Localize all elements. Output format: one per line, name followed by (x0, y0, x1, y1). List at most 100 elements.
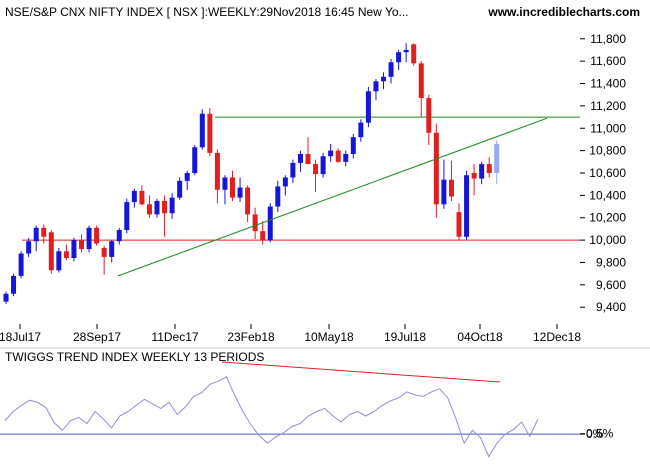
divergence-line (221, 361, 501, 383)
price-tick-label: 10,800 (589, 144, 626, 158)
candle-body (388, 62, 394, 77)
candle-body (282, 177, 288, 187)
indicator-line (4, 376, 539, 458)
candle-body (252, 214, 258, 232)
candle-body (11, 275, 17, 294)
candle-body (275, 186, 281, 207)
price-tick-label: 10,200 (589, 211, 626, 225)
candle-body (18, 253, 24, 276)
candle-body (199, 113, 205, 148)
price-tick-label: 9,600 (596, 278, 626, 292)
candle-body (335, 150, 341, 162)
candle-body (139, 190, 145, 205)
support-resistance-lines (22, 116, 580, 241)
candle-body (116, 230, 122, 242)
indicator-panel: TWIGGS TREND INDEX WEEKLY 13 PERIODS 0%0… (0, 350, 614, 458)
candle-body (101, 247, 107, 257)
candle-body (456, 212, 462, 237)
candle-body (403, 49, 409, 53)
indicator-axis: 0%0.5% (580, 427, 614, 441)
candle-body (63, 251, 69, 259)
candle-body (297, 153, 303, 163)
price-axis: 9,400 9,600 9,800 10,000 10,200 10,400 10,600 1… (580, 32, 626, 314)
price-tick-label: 11,200 (590, 99, 626, 113)
date-tick-label: 12Dec18 (533, 330, 581, 344)
price-tick-label: 10,600 (589, 166, 626, 180)
candle-body (237, 187, 243, 198)
candle-body (169, 197, 175, 214)
candle-body (396, 52, 402, 63)
candle-body (86, 227, 92, 250)
candle-body (486, 164, 492, 173)
candle-body (124, 202, 130, 231)
trendline (117, 117, 548, 277)
candle-body (33, 227, 39, 242)
candle-body (207, 113, 213, 153)
candle-body (109, 241, 115, 257)
date-tick-label: 11Dec17 (151, 330, 198, 344)
candle-body (381, 76, 386, 82)
price-tick-label: 9,400 (596, 300, 626, 314)
chart-title: NSE/S&P CNX NIFTY INDEX [ NSX ]:WEEKLY:2… (5, 5, 409, 19)
price-panel: 9,400 9,600 9,800 10,000 10,200 10,400 10,600 1… (3, 32, 626, 314)
candle-body (94, 227, 100, 244)
candle-body (26, 241, 32, 254)
candle-body (471, 173, 477, 179)
candle-body (494, 143, 500, 173)
candle-body (441, 179, 447, 205)
date-tick-label: 10May18 (304, 330, 354, 344)
candle-body (245, 187, 251, 215)
candle-body (56, 251, 62, 271)
indicator-tick-label: 0.5% (586, 427, 614, 441)
candle-body (260, 231, 266, 241)
date-axis: 18Jul17 28Sep17 11Dec17 23Feb18 10May18 19Jul… (0, 324, 581, 344)
candle-body (418, 63, 424, 99)
date-tick-label: 28Sep17 (73, 330, 121, 344)
candle-body (479, 164, 485, 179)
price-tick-label: 11,000 (590, 121, 626, 135)
candle-body (192, 147, 198, 173)
candle-body (162, 200, 168, 214)
candle-body (71, 240, 77, 259)
candle-body (214, 152, 220, 190)
candle-body (358, 122, 364, 138)
date-tick-label: 04Oct18 (457, 330, 503, 344)
price-tick-label: 11,800 (590, 32, 626, 46)
candle-body (3, 293, 9, 302)
trend-index-line (4, 376, 539, 458)
divergence-trendline (221, 361, 501, 383)
candle-body (328, 150, 334, 157)
price-tick-label: 10,000 (589, 233, 626, 247)
candle-body (411, 44, 417, 64)
candle-body (79, 240, 84, 250)
candle-body (365, 91, 371, 123)
candlesticks (3, 43, 500, 304)
candle-body (222, 177, 228, 190)
date-tick-label: 19Jul18 (384, 330, 426, 344)
candle-body (343, 153, 349, 162)
candle-body (48, 232, 54, 271)
candle-body (464, 175, 470, 237)
candle-body (154, 200, 160, 215)
indicator-tick-label: 0% (586, 427, 604, 441)
candle-body (448, 179, 454, 197)
price-tick-label: 9,800 (596, 255, 626, 269)
candle-body (41, 227, 47, 237)
candle-body (350, 137, 356, 154)
date-tick-label: 18Jul17 (0, 330, 41, 344)
candle-body (267, 206, 273, 241)
candle-body (426, 98, 432, 133)
candle-body (305, 153, 311, 165)
price-tick-label: 11,400 (590, 77, 626, 91)
candle-body (177, 180, 183, 198)
rising-trendline (117, 117, 548, 277)
candle-body (313, 164, 319, 175)
site-watermark: www.incrediblecharts.com (487, 5, 640, 19)
price-tick-label: 10,400 (589, 188, 626, 202)
price-tick-label: 11,600 (590, 54, 626, 68)
candle-body (146, 204, 152, 215)
date-tick-label: 23Feb18 (227, 330, 275, 344)
candle-body (373, 81, 379, 92)
